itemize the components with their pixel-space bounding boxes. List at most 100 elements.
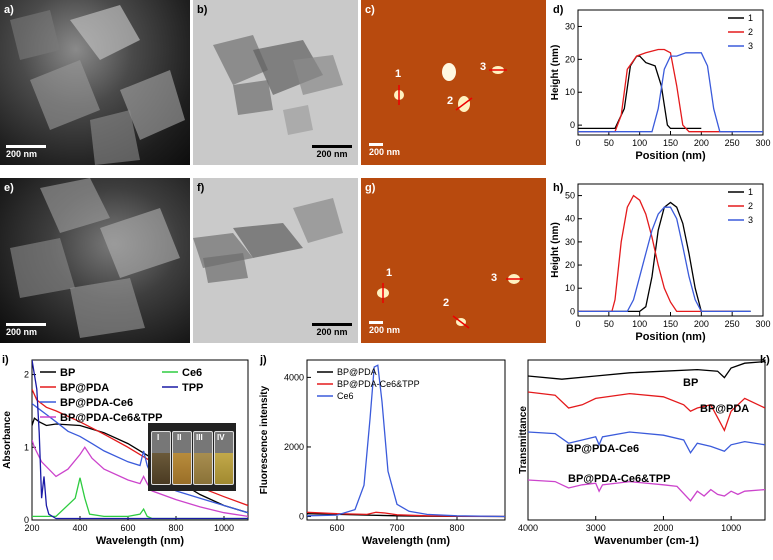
scale-bar-label-a: 200 nm xyxy=(6,149,38,159)
series-line-tpp xyxy=(32,360,248,520)
y-axis-label: Height (nm) xyxy=(550,222,561,278)
scale-bar-label-g: 200 nm xyxy=(369,325,401,335)
series-line-bp-pda-ce6-tpp xyxy=(32,439,248,518)
scale-bar-label-f: 200 nm xyxy=(316,327,348,337)
x-tick-label: 800 xyxy=(168,523,183,533)
vial-label-1: I xyxy=(157,433,160,442)
x-tick-label: 100 xyxy=(632,319,647,329)
scale-bar-e: 200 nm xyxy=(6,323,46,337)
series-line-3 xyxy=(578,206,751,313)
x-tick-label: 250 xyxy=(725,319,740,329)
x-tick-label: 100 xyxy=(632,138,647,148)
scale-bar-b: 200 nm xyxy=(312,145,352,159)
scale-bar-label-b: 200 nm xyxy=(316,149,348,159)
legend-label: BP@PDA-Ce6 xyxy=(60,397,133,409)
vial-4 xyxy=(214,431,234,485)
x-tick-label: 250 xyxy=(725,138,740,148)
vials-inset-photo: I II III IV xyxy=(148,423,236,491)
x-tick-label: 50 xyxy=(604,138,614,148)
y-tick-label: 2 xyxy=(24,370,29,380)
scale-bar-a: 200 nm xyxy=(6,145,46,159)
afm-marker-3: 3 xyxy=(480,61,487,73)
x-tick-label: 600 xyxy=(120,523,135,533)
legend-label: 3 xyxy=(748,215,753,225)
x-tick-label: 700 xyxy=(389,523,404,533)
sem-image-a: a) 200 nm xyxy=(0,0,190,165)
vial-label-3: III xyxy=(196,433,203,442)
y-tick-label: 20 xyxy=(565,54,575,64)
legend-label: 1 xyxy=(748,187,753,197)
legend-label: 2 xyxy=(748,27,753,37)
x-tick-label: 0 xyxy=(575,138,580,148)
ftir-chart-k: 4000 3000 2000 1000 Wavenumber (cm-1) Transmi… xyxy=(518,359,766,547)
panel-label-b: b) xyxy=(197,4,208,16)
height-profile-chart-d: 0 50 100 150 200 250 300 0 10 20 30 Position (nm) He… xyxy=(550,9,771,162)
panel-label-g: g) xyxy=(365,182,376,194)
curve-label: BP@PDA-Ce6 xyxy=(566,443,639,455)
curve-label: BP xyxy=(683,377,698,389)
panel-label-c: c) xyxy=(365,4,375,16)
x-tick-label: 600 xyxy=(329,523,344,533)
series-line-bp-pda-ce6 xyxy=(32,403,248,514)
y-tick-label: 2000 xyxy=(284,442,304,452)
series-line-bp-pda-ce6-tpp xyxy=(307,511,505,518)
series-line-bp-pda-ce6-tpp xyxy=(528,479,765,502)
panel-label-j: j) xyxy=(260,354,267,366)
y-tick-label: 20 xyxy=(565,260,575,270)
y-tick-label: 30 xyxy=(565,21,575,31)
legend-label: BP@PDA-Ce6&TPP xyxy=(337,379,420,389)
series-line-1 xyxy=(578,201,751,313)
series-line-bp xyxy=(528,360,765,380)
y-tick-label: 0 xyxy=(570,306,575,316)
series-line-bp-pda xyxy=(528,391,765,433)
series-line-1 xyxy=(578,55,702,130)
x-tick-label: 3000 xyxy=(586,523,606,533)
x-tick-label: 200 xyxy=(24,523,39,533)
sem-texture xyxy=(10,5,185,165)
vial-2 xyxy=(172,431,192,485)
series-line-2 xyxy=(578,48,733,133)
afm-particles xyxy=(377,274,523,329)
scale-bar-g: 200 nm xyxy=(369,321,400,335)
series-line-bp-pda-ce6 xyxy=(528,431,765,455)
vial-label-4: IV xyxy=(217,433,225,442)
afm-marker-2: 2 xyxy=(447,95,454,107)
x-tick-label: 200 xyxy=(694,138,709,148)
legend-label: 3 xyxy=(748,41,753,51)
afm-image-c: 1 2 3 c) 200 nm xyxy=(361,0,546,165)
x-tick-label: 4000 xyxy=(518,523,538,533)
scale-bar-f: 200 nm xyxy=(312,323,352,337)
x-tick-label: 50 xyxy=(604,319,614,329)
x-tick-label: 1000 xyxy=(721,523,741,533)
y-tick-label: 30 xyxy=(565,237,575,247)
absorbance-chart-i: 200 400 600 800 1000 0 1 2 Wavelength (nm) Absorb… xyxy=(2,359,249,547)
plot-frame xyxy=(306,359,506,521)
height-profile-chart-h: 0 50 100 150 200 250 300 0 10 20 30 40 50 Position (n… xyxy=(550,183,771,343)
legend-label: 1 xyxy=(748,13,753,23)
series-line-2 xyxy=(578,194,733,313)
series-line-3 xyxy=(578,52,763,133)
tem-texture xyxy=(193,198,343,283)
x-tick-label: 0 xyxy=(575,319,580,329)
panel-label-f: f) xyxy=(197,182,205,194)
legend-label: BP xyxy=(60,367,75,379)
x-axis-label: Wavelength (nm) xyxy=(362,535,451,547)
afm-marker-3: 3 xyxy=(491,272,498,284)
tem-image-f: f) 200 nm xyxy=(193,178,358,343)
x-tick-label: 400 xyxy=(72,523,87,533)
y-axis-label: Transmittance xyxy=(518,406,529,474)
x-tick-label: 150 xyxy=(663,319,678,329)
series-line-ce6 xyxy=(32,477,248,520)
legend-label: Ce6 xyxy=(337,391,354,401)
x-tick-label: 300 xyxy=(755,319,770,329)
plot-frame xyxy=(527,359,766,521)
vial-1 xyxy=(151,431,171,485)
y-axis-label: Fluorescence intensity xyxy=(259,385,270,494)
scale-bar-c: 200 nm xyxy=(369,143,400,157)
vial-label-2: II xyxy=(177,433,182,442)
y-tick-label: 10 xyxy=(565,87,575,97)
y-tick-label: 0 xyxy=(299,512,304,522)
y-tick-label: 0 xyxy=(24,515,29,525)
tem-texture xyxy=(213,35,343,135)
legend-label: Ce6 xyxy=(182,367,202,379)
